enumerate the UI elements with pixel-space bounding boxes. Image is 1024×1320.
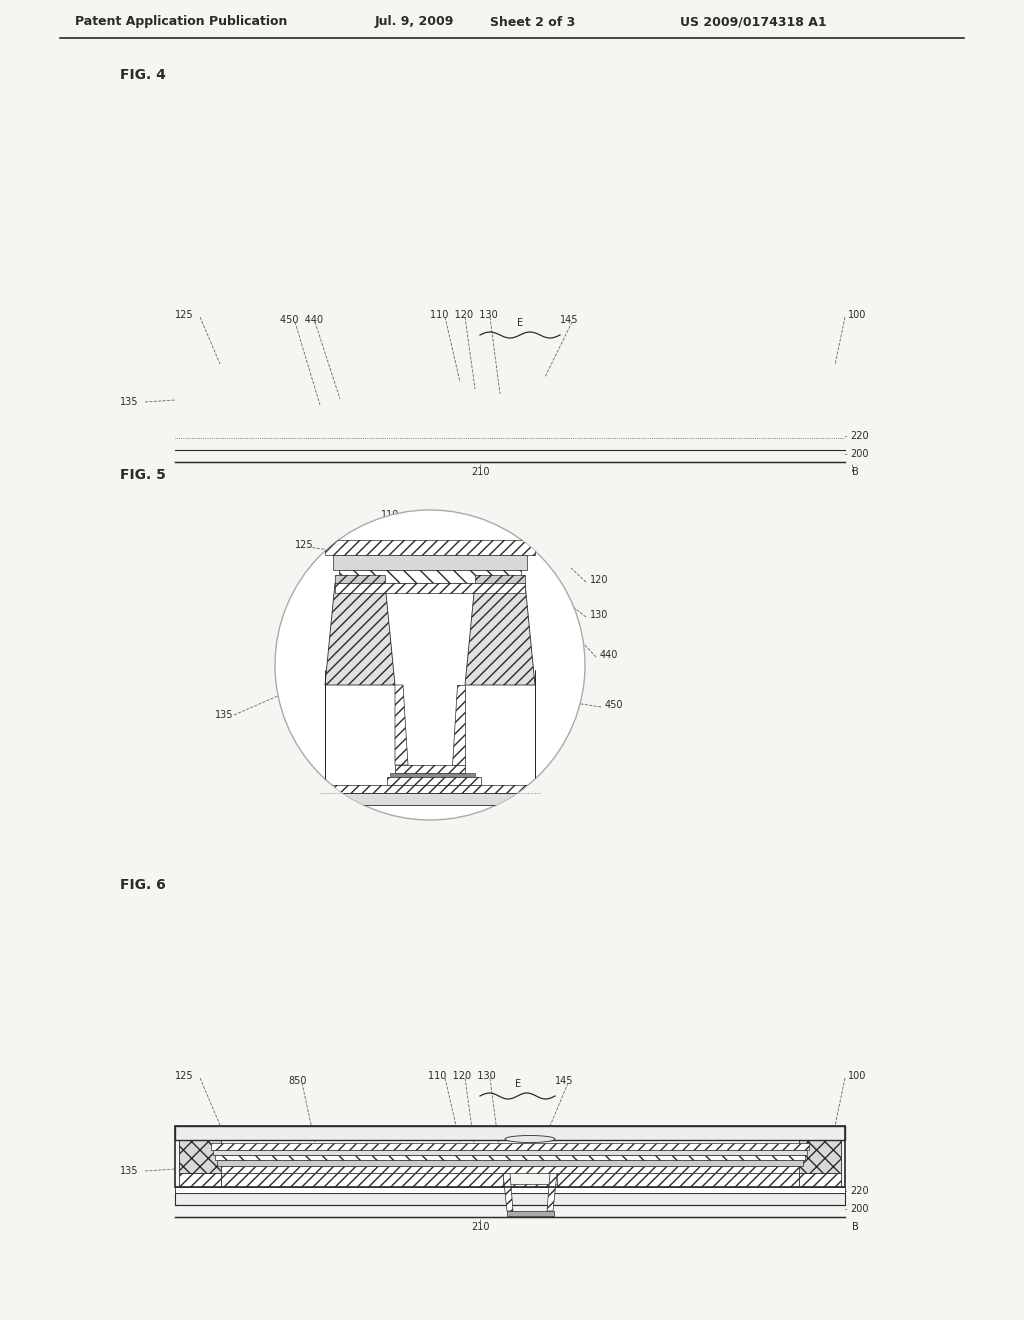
Text: B: B [852,1222,859,1232]
Bar [213,1150,807,1155]
Bar [335,576,385,583]
Text: 125: 125 [175,1071,194,1081]
Bar [179,380,221,418]
Text: 220: 220 [850,1185,868,1196]
Text: 110: 110 [381,510,399,520]
Bar [215,1155,805,1160]
Bar [175,1187,845,1193]
Text: 145: 145 [560,315,579,325]
Text: 440: 440 [600,649,618,660]
Text: 210: 210 [471,467,489,477]
Bar [395,766,465,774]
Bar [387,777,481,785]
Ellipse shape [500,374,560,381]
Bar [799,380,841,418]
Polygon shape [503,1173,513,1210]
Bar [475,576,525,583]
Circle shape [275,510,585,820]
Bar [175,366,845,379]
Bar [175,366,845,432]
Text: 125: 125 [295,540,313,550]
Polygon shape [547,1173,557,1210]
Bar [175,1126,845,1187]
Text: 125: 125 [175,310,194,319]
Text: 210: 210 [471,1222,489,1232]
Text: 145: 145 [555,1076,573,1086]
Text: Jul. 9, 2009: Jul. 9, 2009 [375,16,455,29]
Text: B: B [852,467,859,477]
Bar [221,1173,503,1187]
Bar [211,381,809,389]
Text: 120: 120 [590,576,608,585]
Text: 110  120  130: 110 120 130 [430,310,498,319]
Bar [339,570,521,583]
Text: Patent Application Publication: Patent Application Publication [75,16,288,29]
Text: 850: 850 [288,1076,306,1086]
Polygon shape [550,411,575,453]
Bar [221,1166,799,1173]
Bar [179,1173,221,1187]
Text: 450: 450 [605,700,624,710]
Bar [799,1135,841,1173]
Text: 100: 100 [848,1071,866,1081]
Text: 130: 130 [590,610,608,620]
Bar [175,432,845,438]
Polygon shape [395,685,408,766]
Bar [179,418,221,432]
Bar [175,438,845,450]
Bar [213,389,807,393]
Bar [335,583,525,593]
Text: E: E [517,318,523,327]
Text: 110  120  130: 110 120 130 [428,1071,496,1081]
Polygon shape [485,411,510,453]
Polygon shape [452,685,465,766]
Bar [325,785,535,793]
Bar [799,418,841,432]
Text: 450  440: 450 440 [280,315,324,325]
Text: US 2009/0174318 A1: US 2009/0174318 A1 [680,16,826,29]
Bar [221,418,485,432]
Text: FIG. 6: FIG. 6 [120,878,166,892]
Text: 220: 220 [850,432,868,441]
Text: FIG. 4: FIG. 4 [120,69,166,82]
Bar [215,393,805,399]
Bar [234,1184,785,1187]
Polygon shape [325,583,395,685]
Bar [234,429,785,432]
Bar [557,1173,799,1187]
Text: 200: 200 [850,1204,868,1214]
Text: FIG. 5: FIG. 5 [120,469,166,482]
Bar [217,399,803,405]
Bar [175,1193,845,1205]
Text: 200: 200 [850,449,868,459]
Text: 135: 135 [215,710,233,719]
Text: Sheet 2 of 3: Sheet 2 of 3 [490,16,575,29]
Bar [325,540,535,554]
Bar [333,554,527,570]
Text: 135: 135 [120,397,138,407]
Polygon shape [465,583,535,685]
Bar [319,793,540,805]
Ellipse shape [505,1135,555,1143]
Bar [221,405,799,411]
Bar [500,453,560,458]
Bar [575,418,799,432]
Bar [217,1160,803,1166]
Bar [175,1126,845,1140]
Bar [211,1143,809,1150]
Bar [799,1173,841,1187]
Bar [390,774,475,777]
Text: E: E [515,1078,521,1089]
Bar [507,1210,554,1216]
Bar [179,1135,221,1173]
Text: 135: 135 [120,1166,138,1176]
Text: 100: 100 [848,310,866,319]
